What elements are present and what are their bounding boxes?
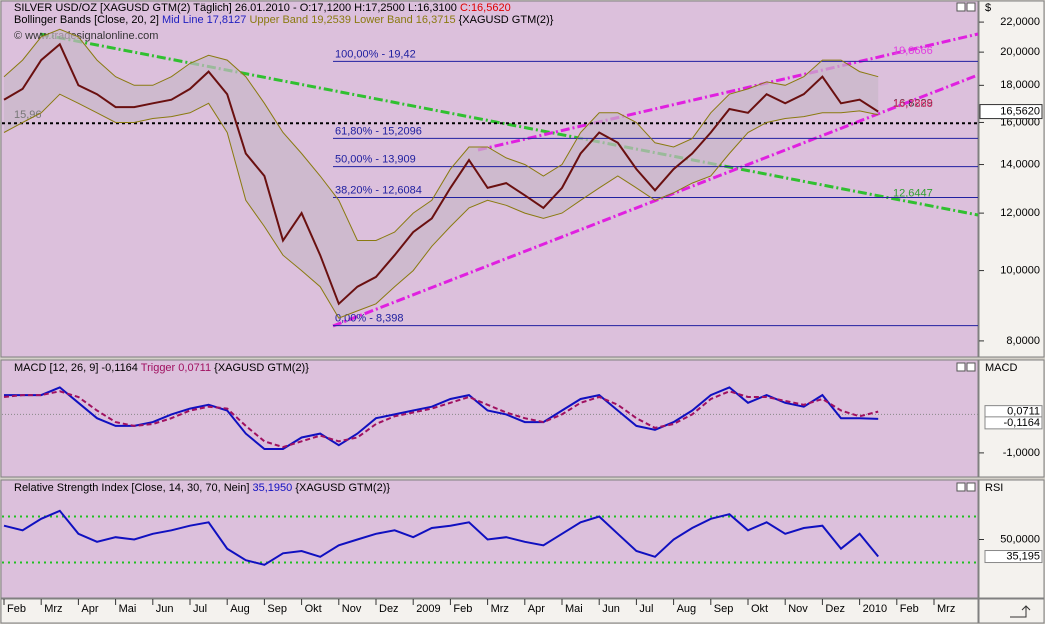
x-tick-label: Apr	[528, 603, 545, 615]
rsi-axis	[978, 479, 1045, 599]
header-part: Bollinger Bands [Close, 20, 2]	[14, 14, 162, 26]
x-tick-label: Jul	[193, 603, 207, 615]
x-tick-label: Mrz	[937, 603, 955, 615]
value-box	[984, 550, 1043, 564]
series-line	[4, 386, 879, 450]
annotation: 16,8229	[893, 98, 933, 110]
last-price-box	[979, 104, 1043, 120]
x-tick-label: Mai	[119, 603, 137, 615]
pane-buttons[interactable]	[956, 2, 976, 492]
x-tick-label: Aug	[230, 603, 250, 615]
band-fill	[4, 29, 879, 319]
y-tick-label: 10,0000	[1000, 264, 1040, 276]
x-tick-label: Sep	[267, 603, 287, 615]
header-part: SILVER USD/OZ [XAGUSD GTM(2) Täglich] 26…	[14, 2, 460, 14]
macd-pane	[0, 359, 979, 478]
annotation: 12,6447	[893, 188, 933, 200]
x-tick-label: Mrz	[491, 603, 509, 615]
series-line	[3, 93, 879, 319]
x-tick-label: Feb	[453, 603, 472, 615]
header-part: {XAGUSD GTM(2)}	[295, 482, 390, 494]
x-tick-label: Mrz	[44, 603, 62, 615]
header-part: 35,1950	[252, 482, 295, 494]
x-tick-label: Nov	[788, 603, 808, 615]
fib-label: 61,80% - 15,2096	[335, 125, 422, 137]
header-part: {XAGUSD GTM(2)}	[214, 362, 309, 374]
scroll-icon[interactable]	[1010, 605, 1031, 618]
y-tick-label: 20,0000	[1000, 46, 1040, 58]
x-tick-label: Feb	[7, 603, 26, 615]
x-tick-label: Apr	[81, 603, 98, 615]
x-tick-label: Mai	[565, 603, 583, 615]
price-axis	[978, 0, 1045, 358]
series-line	[3, 390, 879, 449]
x-tick-label: Nov	[342, 603, 362, 615]
header-part: Lower Band 16,3715	[354, 14, 459, 26]
x-tick-label: 2009	[416, 603, 440, 615]
pane-header: SILVER USD/OZ [XAGUSD GTM(2) Täglich] 26…	[14, 2, 511, 14]
series-line	[3, 28, 879, 241]
last-price-label: 16,5620	[1000, 105, 1040, 117]
y-tick-label: -1,0000	[1003, 447, 1040, 459]
x-tick-label: Sep	[714, 603, 734, 615]
fib-label: 0,00% - 8,398	[335, 313, 404, 325]
axis-title: RSI	[985, 482, 1003, 494]
x-tick-label: Jun	[602, 603, 620, 615]
annotation: 19,8666	[893, 45, 933, 57]
pane-header: Bollinger Bands [Close, 20, 2] Mid Line …	[14, 14, 554, 26]
y-tick-label: 12,0000	[1000, 207, 1040, 219]
axis-title: $	[985, 2, 991, 14]
pane-header: Relative Strength Index [Close, 14, 30, …	[14, 482, 390, 494]
x-tick-label: Okt	[305, 603, 322, 615]
support-label: 15,96	[14, 109, 42, 121]
axis-title: MACD	[985, 362, 1017, 374]
x-tick-label: Jul	[639, 603, 653, 615]
y-tick-label: 16,0000	[1000, 116, 1040, 128]
header-part: Mid Line 17,8127	[162, 14, 249, 26]
watermark: © www.tradesignalonline.com	[14, 30, 158, 42]
value-box	[984, 416, 1043, 430]
x-tick-label: 2010	[863, 603, 887, 615]
y-tick-label: 18,0000	[1000, 79, 1040, 91]
x-tick-label: Dez	[825, 603, 845, 615]
corner	[978, 598, 1045, 624]
value-label: -0,1164	[1004, 417, 1041, 429]
plot-layer: SILVER USD/OZ [XAGUSD GTM(2) Täglich] 26…	[2, 2, 1043, 615]
header-part: Trigger 0,0711	[141, 362, 214, 374]
value-label: 35,195	[1006, 550, 1040, 562]
x-tick-label: Jun	[156, 603, 174, 615]
x-tick-label: Dez	[379, 603, 399, 615]
header-part: {XAGUSD GTM(2)}	[459, 14, 554, 26]
header-part: Relative Strength Index [Close, 14, 30, …	[14, 482, 252, 494]
header-part: MACD [12, 26, 9] -0,1164	[14, 362, 141, 374]
x-tick-label: Aug	[677, 603, 697, 615]
x-tick-label: Feb	[900, 603, 919, 615]
fib-label: 50,00% - 13,909	[335, 153, 416, 165]
fib-label: 38,20% - 12,6084	[335, 184, 422, 196]
value-label: 0,0711	[1007, 406, 1040, 418]
header-part: C:16,5620	[460, 2, 511, 14]
date-axis	[0, 598, 979, 624]
y-tick-label: 22,0000	[1000, 16, 1040, 28]
header-part: Upper Band 19,2539	[249, 14, 354, 26]
series-line	[3, 42, 879, 306]
x-tick-label: Okt	[751, 603, 768, 615]
y-tick-label: 14,0000	[1000, 158, 1040, 170]
annotation: 16,7868	[893, 98, 933, 110]
fib-label: 100,00% - 19,42	[335, 48, 416, 60]
series-line	[3, 509, 879, 566]
pane-header: MACD [12, 26, 9] -0,1164 Trigger 0,0711 …	[14, 362, 309, 374]
y-tick-label: 50,0000	[1000, 533, 1040, 545]
y-tick-label: 8,0000	[1006, 335, 1040, 347]
